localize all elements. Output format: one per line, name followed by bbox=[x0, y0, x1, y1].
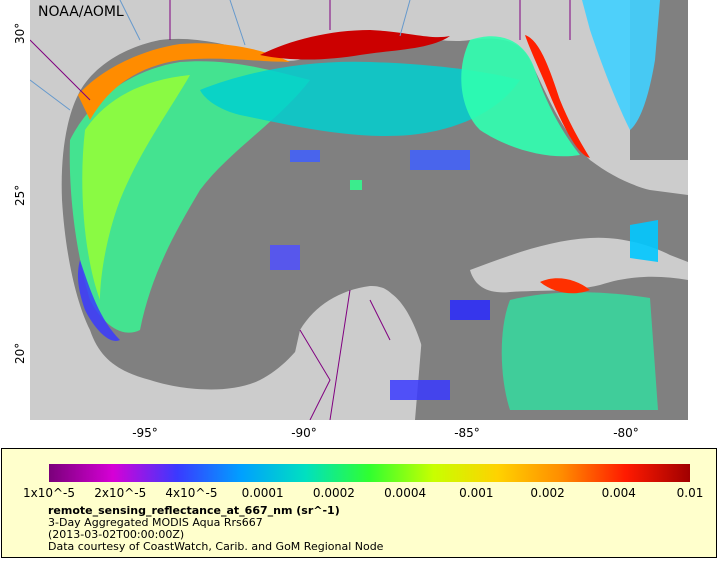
map-panel bbox=[30, 0, 688, 420]
rrs-west-florida-shelf bbox=[461, 36, 580, 157]
rrs-louisiana-high bbox=[260, 30, 450, 60]
colorbar-tick-label: 2x10^-5 bbox=[94, 486, 147, 500]
rrs-florida-coast-red bbox=[525, 35, 590, 158]
colorbar-tick-label: 0.01 bbox=[676, 486, 704, 500]
rivers bbox=[30, 0, 411, 111]
colorbar bbox=[49, 464, 690, 482]
legend-credit: Data courtesy of CoastWatch, Carib. and … bbox=[48, 540, 384, 553]
rrs-atlantic-coast bbox=[582, 0, 660, 130]
colorbar-tick-label: 0.004 bbox=[601, 486, 636, 500]
colorbar-tick-label: 4x10^-5 bbox=[165, 486, 218, 500]
lon-label-95: -95° bbox=[132, 426, 158, 440]
colorbar-tick-label: 0.0002 bbox=[312, 486, 355, 500]
watermark: NOAA/AOML bbox=[38, 4, 124, 20]
lat-label-25: 25° bbox=[13, 184, 27, 206]
colorbar-tick-label: 1x10^-5 bbox=[22, 486, 76, 500]
state-borders bbox=[30, 0, 571, 420]
lat-label-20: 20° bbox=[13, 342, 27, 364]
colorbar-tick-label: 0.002 bbox=[530, 486, 565, 500]
lon-label-90: -90° bbox=[291, 426, 317, 440]
rrs-northern-mid bbox=[200, 61, 520, 136]
colorbar-tick-label: 0.0004 bbox=[384, 486, 427, 500]
rrs-cuba-north-red bbox=[540, 278, 590, 294]
legend-variable: remote_sensing_reflectance_at_667_nm (sr… bbox=[48, 504, 340, 517]
lon-label-80: -80° bbox=[613, 426, 639, 440]
legend-date: (2013-03-02T00:00:00Z) bbox=[48, 528, 185, 541]
lon-label-85: -85° bbox=[454, 426, 480, 440]
rrs-campeche-blue bbox=[77, 260, 120, 341]
map-graphic bbox=[30, 0, 688, 420]
rrs-texas-coast bbox=[78, 43, 290, 120]
yucatan-land bbox=[280, 285, 408, 420]
rrs-west-inner bbox=[82, 75, 190, 300]
lat-label-30: 30° bbox=[13, 22, 27, 44]
colorbar-tick-label: 0.001 bbox=[459, 486, 494, 500]
colorbar-tick-label: 0.0001 bbox=[241, 486, 284, 500]
legend-product: 3-Day Aggregated MODIS Aqua Rrs667 bbox=[48, 516, 263, 529]
legend-panel: 1x10^-5 2x10^-5 4x10^-5 0.0001 0.0002 0.0004 0… bbox=[1, 448, 717, 558]
rrs-caribbean-patch bbox=[501, 292, 658, 410]
rrs-scatter bbox=[270, 150, 490, 400]
rrs-east-strait bbox=[630, 220, 658, 262]
